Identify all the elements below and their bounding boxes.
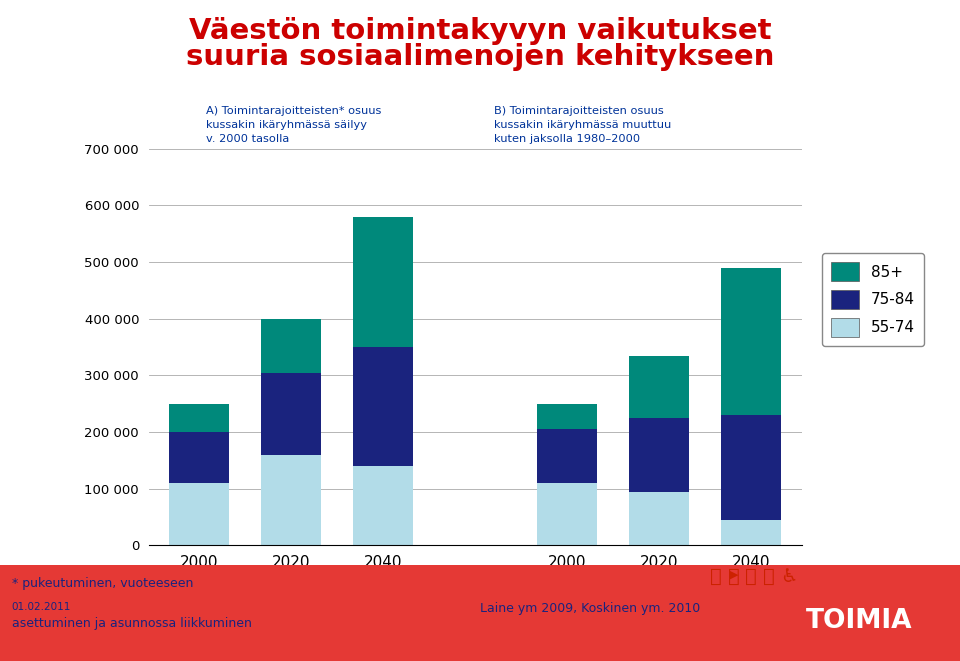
Bar <box>353 217 413 347</box>
Bar <box>170 404 229 432</box>
Bar <box>629 492 689 545</box>
Bar <box>261 319 322 373</box>
Text: suuria sosiaalimenojen kehitykseen: suuria sosiaalimenojen kehitykseen <box>186 43 774 71</box>
Text: ♿: ♿ <box>780 567 798 586</box>
Bar <box>261 373 322 455</box>
Bar <box>170 483 229 545</box>
Bar <box>261 455 322 545</box>
Bar <box>629 418 689 492</box>
Bar <box>721 520 780 545</box>
Bar <box>721 268 780 415</box>
Text: 🧍: 🧍 <box>763 567 775 586</box>
Text: A) Toimintarajoitteisten* osuus
kussakin ikäryhmässä säilyy
v. 2000 tasolla: A) Toimintarajoitteisten* osuus kussakin… <box>206 106 382 143</box>
Text: ▶: ▶ <box>730 570 738 580</box>
Text: 🧍: 🧍 <box>745 567 756 586</box>
Text: Laine ym 2009, Koskinen ym. 2010: Laine ym 2009, Koskinen ym. 2010 <box>480 602 700 615</box>
Bar <box>629 356 689 418</box>
Text: B) Toimintarajoitteisten osuus
kussakin ikäryhmässä muuttuu
kuten jaksolla 1980–: B) Toimintarajoitteisten osuus kussakin … <box>494 106 672 143</box>
Text: 01.02.2011: 01.02.2011 <box>12 602 71 611</box>
Text: TOIMIA: TOIMIA <box>806 607 912 634</box>
Bar <box>721 415 780 520</box>
Bar <box>538 429 597 483</box>
Text: 🧍: 🧍 <box>728 567 739 586</box>
Legend: 85+, 75-84, 55-74: 85+, 75-84, 55-74 <box>823 253 924 346</box>
Bar <box>353 466 413 545</box>
Bar <box>538 483 597 545</box>
Text: 🧍: 🧍 <box>710 567 722 586</box>
Text: * pukeutuminen, vuoteeseen: * pukeutuminen, vuoteeseen <box>12 576 193 590</box>
Text: Väestön toimintakyvyn vaikutukset: Väestön toimintakyvyn vaikutukset <box>189 17 771 44</box>
Bar <box>353 347 413 466</box>
Text: asettuminen ja asunnossa liikkuminen: asettuminen ja asunnossa liikkuminen <box>12 617 252 630</box>
Bar <box>538 404 597 429</box>
Bar <box>170 432 229 483</box>
